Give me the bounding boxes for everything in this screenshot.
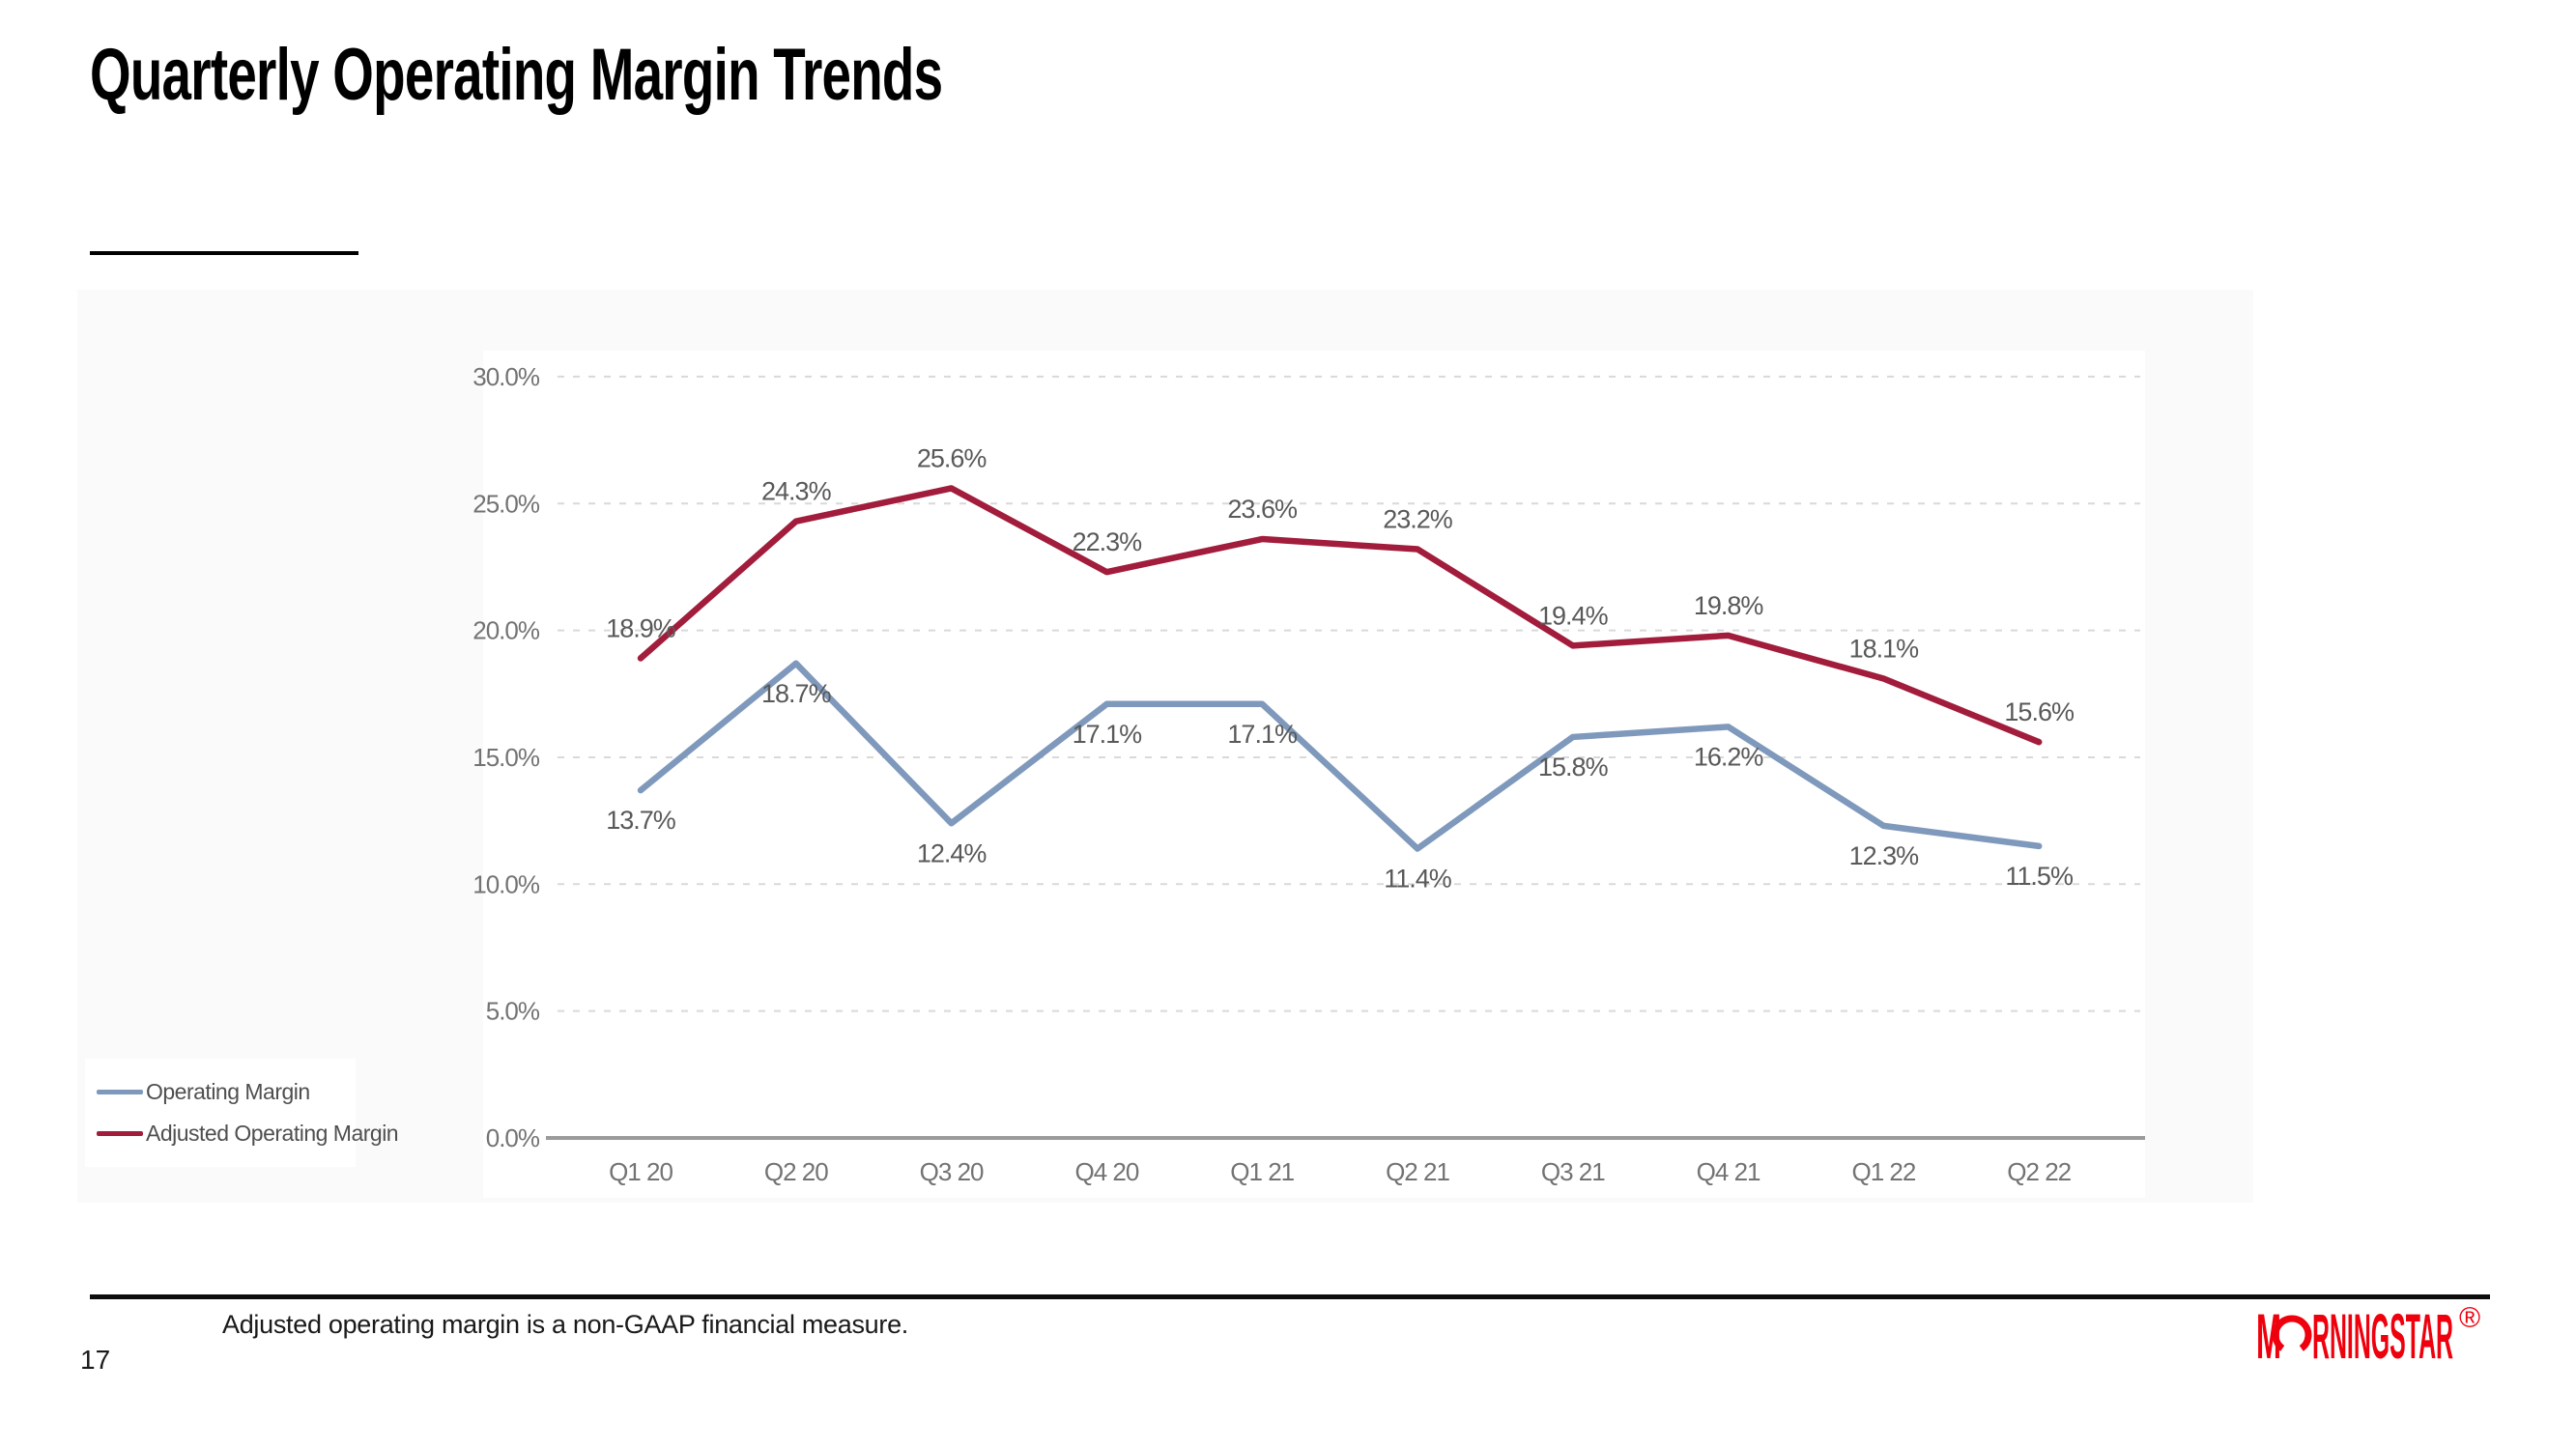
data-label: 22.3% <box>1073 527 1143 556</box>
y-tick-label: 0.0% <box>486 1123 540 1152</box>
x-tick-label: Q2 20 <box>764 1157 828 1186</box>
data-label: 12.3% <box>1849 841 1920 870</box>
page-number: 17 <box>80 1345 111 1375</box>
y-tick-label: 10.0% <box>472 869 540 898</box>
morningstar-logo-graphic: M RNINGSTAR ® <box>2256 1300 2480 1372</box>
registered-trademark-icon: ® <box>2459 1306 2480 1334</box>
x-tick-label: Q1 22 <box>1851 1157 1915 1186</box>
y-tick-label: 25.0% <box>472 489 540 518</box>
morningstar-logo: M RNINGSTAR ® <box>2256 1300 2493 1376</box>
footer-divider <box>90 1294 2490 1299</box>
y-tick-label: 15.0% <box>472 743 540 772</box>
data-label: 12.4% <box>917 838 987 867</box>
series-line-adjusted-operating-margin <box>637 485 2043 746</box>
page-title: Quarterly Operating Margin Trends <box>90 34 943 116</box>
data-label: 15.8% <box>1538 753 1609 781</box>
adjusted-operating-margin-line-swatch <box>97 1131 143 1136</box>
y-tick-label: 5.0% <box>486 997 540 1026</box>
x-tick-label: Q1 20 <box>609 1157 673 1186</box>
data-label: 15.6% <box>2004 697 2075 726</box>
data-label: 24.3% <box>761 477 832 506</box>
operating-margin-line-chart: 0.0% 5.0% 10.0% 15.0% 20.0% 25.0% 30.0% Q1 20 Q2… <box>472 362 2145 1186</box>
data-label: 11.5% <box>2005 862 2074 891</box>
legend-item-operating-margin: Operating Margin <box>97 1079 356 1105</box>
x-tick-label: Q4 20 <box>1074 1157 1138 1186</box>
data-label: 19.8% <box>1694 591 1764 620</box>
title-underline <box>90 251 358 255</box>
data-label: 23.6% <box>1227 495 1298 524</box>
logo-open-o-arc-icon <box>2272 1315 2312 1351</box>
data-label: 13.7% <box>606 806 676 835</box>
data-label: 25.6% <box>917 443 987 472</box>
data-label: 11.4% <box>1384 865 1452 894</box>
data-label: 17.1% <box>1073 720 1143 749</box>
data-label: 16.2% <box>1694 742 1764 771</box>
footnote: Adjusted operating margin is a non-GAAP … <box>222 1310 909 1339</box>
y-tick-label: 20.0% <box>472 616 540 645</box>
x-tick-label: Q2 22 <box>2007 1157 2071 1186</box>
x-tick-label: Q1 21 <box>1230 1157 1294 1186</box>
series-line-operating-margin <box>637 660 2043 852</box>
data-label: 18.1% <box>1849 635 1920 664</box>
x-tick-label: Q3 20 <box>920 1157 984 1186</box>
operating-margin-line-swatch <box>97 1090 143 1094</box>
x-tick-label: Q3 21 <box>1541 1157 1605 1186</box>
logo-text-rningstar: RNINGSTAR <box>2312 1306 2453 1372</box>
chart-legend: Operating Margin Adjusted Operating Marg… <box>85 1059 399 1167</box>
x-tick-label: Q4 21 <box>1697 1157 1760 1186</box>
data-label: 19.4% <box>1538 601 1609 630</box>
data-label: 18.9% <box>606 613 676 642</box>
plot-background <box>483 351 2145 1198</box>
x-tick-label: Q2 21 <box>1386 1157 1449 1186</box>
legend-label: Adjusted Operating Margin <box>146 1121 399 1146</box>
data-label: 23.2% <box>1383 505 1453 534</box>
data-label: 18.7% <box>761 679 832 708</box>
legend-label: Operating Margin <box>146 1079 310 1104</box>
data-label: 17.1% <box>1227 720 1298 749</box>
legend-item-adjusted-operating-margin: Adjusted Operating Margin <box>97 1121 399 1147</box>
y-tick-label: 30.0% <box>472 362 540 391</box>
